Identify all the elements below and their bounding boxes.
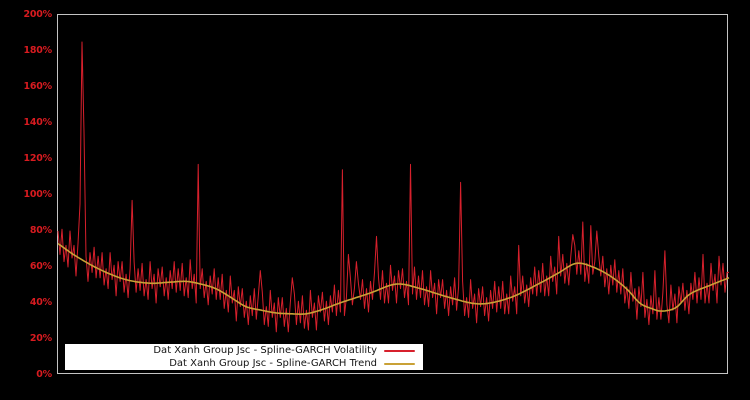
legend-row-volatility: Dat Xanh Group Jsc - Spline-GARCH Volati…	[65, 345, 423, 357]
y-tick-label: 100%	[23, 188, 52, 200]
y-tick-label: 40%	[29, 296, 52, 308]
y-tick-label: 160%	[23, 80, 52, 92]
legend-label-trend: Dat Xanh Group Jsc - Spline-GARCH Trend	[169, 357, 377, 369]
y-tick-label: 140%	[23, 116, 52, 128]
legend-line-sample-trend	[384, 362, 415, 365]
y-tick-label: 0%	[36, 368, 52, 380]
y-tick-label: 20%	[29, 332, 52, 344]
legend-row-trend: Dat Xanh Group Jsc - Spline-GARCH Trend	[65, 358, 423, 370]
trend-line	[57, 242, 730, 316]
plot-area: Dat Xanh Group Jsc - Spline-GARCH Volati…	[57, 14, 730, 374]
y-tick-label: 60%	[29, 260, 52, 272]
y-tick-label: 200%	[23, 8, 52, 20]
plot-svg	[57, 41, 730, 333]
y-tick-label: 120%	[23, 152, 52, 164]
legend-line-sample-volatility	[384, 349, 415, 352]
y-axis: 0% 20% 40% 60% 80% 100% 120% 140% 160% 180% 200%	[0, 0, 52, 400]
legend-box: Dat Xanh Group Jsc - Spline-GARCH Volati…	[65, 344, 423, 370]
volatility-line	[57, 41, 729, 333]
y-tick-label: 80%	[29, 224, 52, 236]
y-tick-label: 180%	[23, 44, 52, 56]
legend-label-volatility: Dat Xanh Group Jsc - Spline-GARCH Volati…	[153, 344, 377, 356]
